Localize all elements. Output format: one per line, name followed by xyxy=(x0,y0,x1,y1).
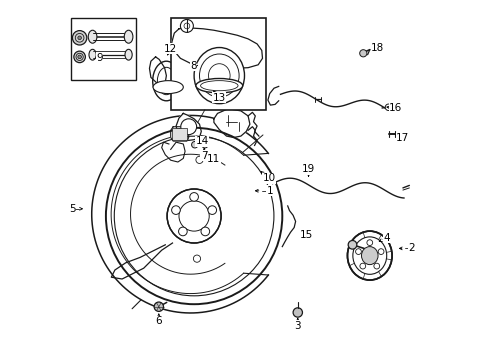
Circle shape xyxy=(373,263,379,269)
Ellipse shape xyxy=(153,81,183,94)
Circle shape xyxy=(193,255,200,262)
Text: 16: 16 xyxy=(388,103,402,113)
Circle shape xyxy=(171,206,180,215)
Text: 3: 3 xyxy=(294,321,301,331)
Ellipse shape xyxy=(125,49,132,60)
Circle shape xyxy=(178,227,187,236)
Text: 5: 5 xyxy=(69,204,76,214)
Ellipse shape xyxy=(124,30,133,43)
Text: 2: 2 xyxy=(408,243,414,253)
Text: 9: 9 xyxy=(96,53,102,63)
Bar xyxy=(170,18,265,110)
Circle shape xyxy=(167,189,221,243)
Circle shape xyxy=(191,141,198,148)
Bar xyxy=(171,128,186,140)
Circle shape xyxy=(355,249,361,255)
Text: 6: 6 xyxy=(155,316,162,326)
Circle shape xyxy=(72,31,87,45)
Circle shape xyxy=(78,36,81,40)
Circle shape xyxy=(196,156,203,163)
Circle shape xyxy=(347,240,356,249)
Circle shape xyxy=(201,227,209,236)
Text: 13: 13 xyxy=(212,93,225,103)
Text: 1: 1 xyxy=(266,186,272,196)
Circle shape xyxy=(189,193,198,201)
Circle shape xyxy=(154,302,163,311)
Text: 18: 18 xyxy=(370,42,384,53)
Text: 10: 10 xyxy=(262,173,275,183)
Circle shape xyxy=(359,263,365,269)
Text: 12: 12 xyxy=(164,44,177,54)
Text: 14: 14 xyxy=(195,136,208,146)
Circle shape xyxy=(180,19,193,32)
Polygon shape xyxy=(170,127,188,141)
Text: 7: 7 xyxy=(201,150,207,161)
Ellipse shape xyxy=(196,78,242,93)
Polygon shape xyxy=(213,109,249,138)
Ellipse shape xyxy=(152,61,180,101)
Circle shape xyxy=(74,51,85,63)
Text: 8: 8 xyxy=(190,60,196,71)
Circle shape xyxy=(78,55,81,59)
Ellipse shape xyxy=(347,231,391,280)
Text: 4: 4 xyxy=(383,233,389,243)
Circle shape xyxy=(292,308,302,317)
Ellipse shape xyxy=(361,247,377,265)
Circle shape xyxy=(385,104,391,111)
Text: 11: 11 xyxy=(207,154,220,164)
Ellipse shape xyxy=(89,49,96,60)
Circle shape xyxy=(359,50,366,57)
Text: 19: 19 xyxy=(301,164,315,174)
Polygon shape xyxy=(176,113,201,140)
Ellipse shape xyxy=(88,30,97,43)
Polygon shape xyxy=(149,57,166,85)
Text: 17: 17 xyxy=(395,132,408,143)
Text: 15: 15 xyxy=(299,230,312,240)
Polygon shape xyxy=(171,28,262,68)
Circle shape xyxy=(201,141,208,148)
Circle shape xyxy=(207,206,216,215)
Circle shape xyxy=(366,240,372,246)
Circle shape xyxy=(181,119,196,135)
Circle shape xyxy=(377,249,383,255)
Bar xyxy=(71,18,136,80)
Circle shape xyxy=(106,128,282,304)
Ellipse shape xyxy=(194,48,244,104)
